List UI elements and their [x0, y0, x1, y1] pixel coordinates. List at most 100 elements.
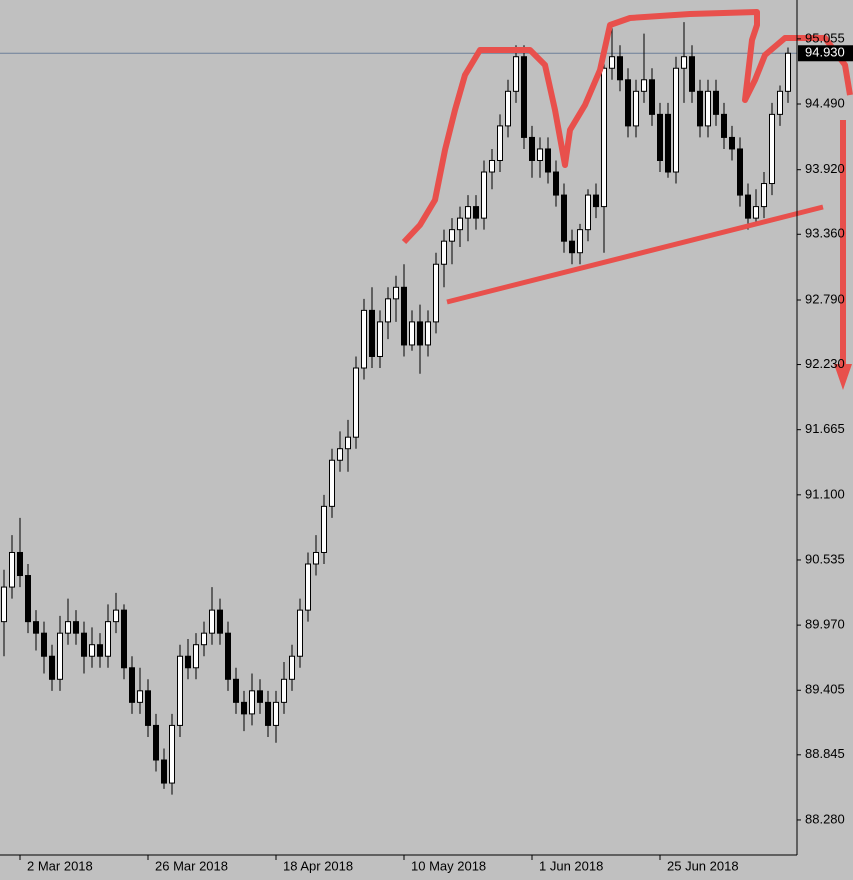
support-line [446, 204, 824, 305]
candle-body [713, 90, 719, 115]
candle-body [433, 263, 439, 323]
candle-body [25, 575, 31, 623]
y-tick-label: 94.490 [805, 95, 845, 110]
candle-body [585, 194, 591, 231]
y-tick-label: 91.665 [805, 421, 845, 436]
candle-body [33, 621, 39, 634]
candle-body [377, 321, 383, 357]
candle-body [273, 701, 279, 726]
y-tick-label: 88.845 [805, 746, 845, 761]
candle-body [681, 56, 687, 69]
candle-body [569, 240, 575, 254]
candle-body [353, 367, 359, 438]
candle-body [97, 644, 103, 657]
candle-body [553, 171, 559, 196]
candle-body [745, 194, 751, 219]
candle-body [593, 194, 599, 208]
candle-body [673, 67, 679, 173]
candle-body [281, 678, 287, 703]
candle-body [633, 90, 639, 127]
candle-body [49, 655, 55, 680]
candle-body [729, 136, 735, 150]
candle-body [521, 56, 527, 138]
candle-body [697, 90, 703, 127]
candle-body [129, 667, 135, 703]
candle-body [761, 183, 767, 208]
candle-body [217, 609, 223, 634]
candle-body [641, 79, 647, 92]
candle-body [769, 113, 775, 185]
candle-body [137, 690, 143, 703]
candle-body [297, 609, 303, 657]
candle-body [537, 148, 543, 161]
y-tick-label: 90.535 [805, 551, 845, 566]
candle-body [649, 79, 655, 115]
candle-body [265, 701, 271, 726]
candle-body [233, 678, 239, 703]
candle-body [481, 171, 487, 219]
candle-body [201, 632, 207, 646]
candle-body [41, 632, 47, 657]
candle-body [89, 644, 95, 657]
candle-body [617, 56, 623, 81]
y-tick-label: 89.970 [805, 617, 845, 632]
y-tick-label: 95.055 [805, 30, 845, 45]
annotations [401, 9, 853, 390]
candle-body [153, 724, 159, 761]
candle-body [393, 286, 399, 300]
x-tick-label: 18 Apr 2018 [283, 858, 353, 873]
candle-body [65, 621, 71, 634]
y-tick-label: 91.100 [805, 486, 845, 501]
candle-body [409, 321, 415, 346]
last-price-label: 94.930 [805, 45, 845, 60]
x-tick-label: 1 Jun 2018 [539, 858, 603, 873]
candle-body [9, 551, 15, 588]
candle-body [209, 609, 215, 634]
candle-body [753, 206, 759, 219]
candle-body [545, 148, 551, 173]
candle-body [73, 621, 79, 634]
candle-body [561, 194, 567, 242]
candle-body [289, 655, 295, 680]
candle-body [241, 701, 247, 715]
x-tick-label: 25 Jun 2018 [667, 858, 739, 873]
candle-body [145, 690, 151, 726]
candle-body [121, 609, 127, 669]
candle-body [465, 206, 471, 219]
y-tick-label: 88.280 [805, 811, 845, 826]
candle-body [185, 655, 191, 669]
candle-body [113, 609, 119, 623]
last-price-box [798, 45, 853, 62]
candle-body [1, 586, 7, 623]
candle-body [417, 321, 423, 346]
candle-body [249, 690, 255, 715]
candle-body [337, 448, 343, 461]
candle-body [505, 90, 511, 127]
candle-body [705, 90, 711, 127]
candle-body [425, 321, 431, 346]
candle-body [777, 90, 783, 115]
candle-body [345, 436, 351, 450]
y-tick-label: 89.405 [805, 682, 845, 697]
candle-body [497, 125, 503, 161]
pattern-outline [401, 9, 853, 245]
candle-body [329, 459, 335, 507]
x-tick-label: 10 May 2018 [411, 858, 486, 873]
y-tick-label: 93.360 [805, 226, 845, 241]
candle-body [441, 240, 447, 265]
down-arrow-head [834, 364, 852, 390]
candle-body [609, 56, 615, 69]
candle-body [577, 229, 583, 254]
candle-body [689, 56, 695, 92]
candle-body [657, 113, 663, 161]
candle-body [361, 309, 367, 369]
candle-body [601, 67, 607, 208]
y-tick-label: 92.230 [805, 356, 845, 371]
candle-body [473, 206, 479, 219]
candle-body [385, 298, 391, 323]
candle-body [177, 655, 183, 726]
y-tick-label: 93.920 [805, 161, 845, 176]
candle-body [625, 79, 631, 127]
candle-body [57, 632, 63, 680]
